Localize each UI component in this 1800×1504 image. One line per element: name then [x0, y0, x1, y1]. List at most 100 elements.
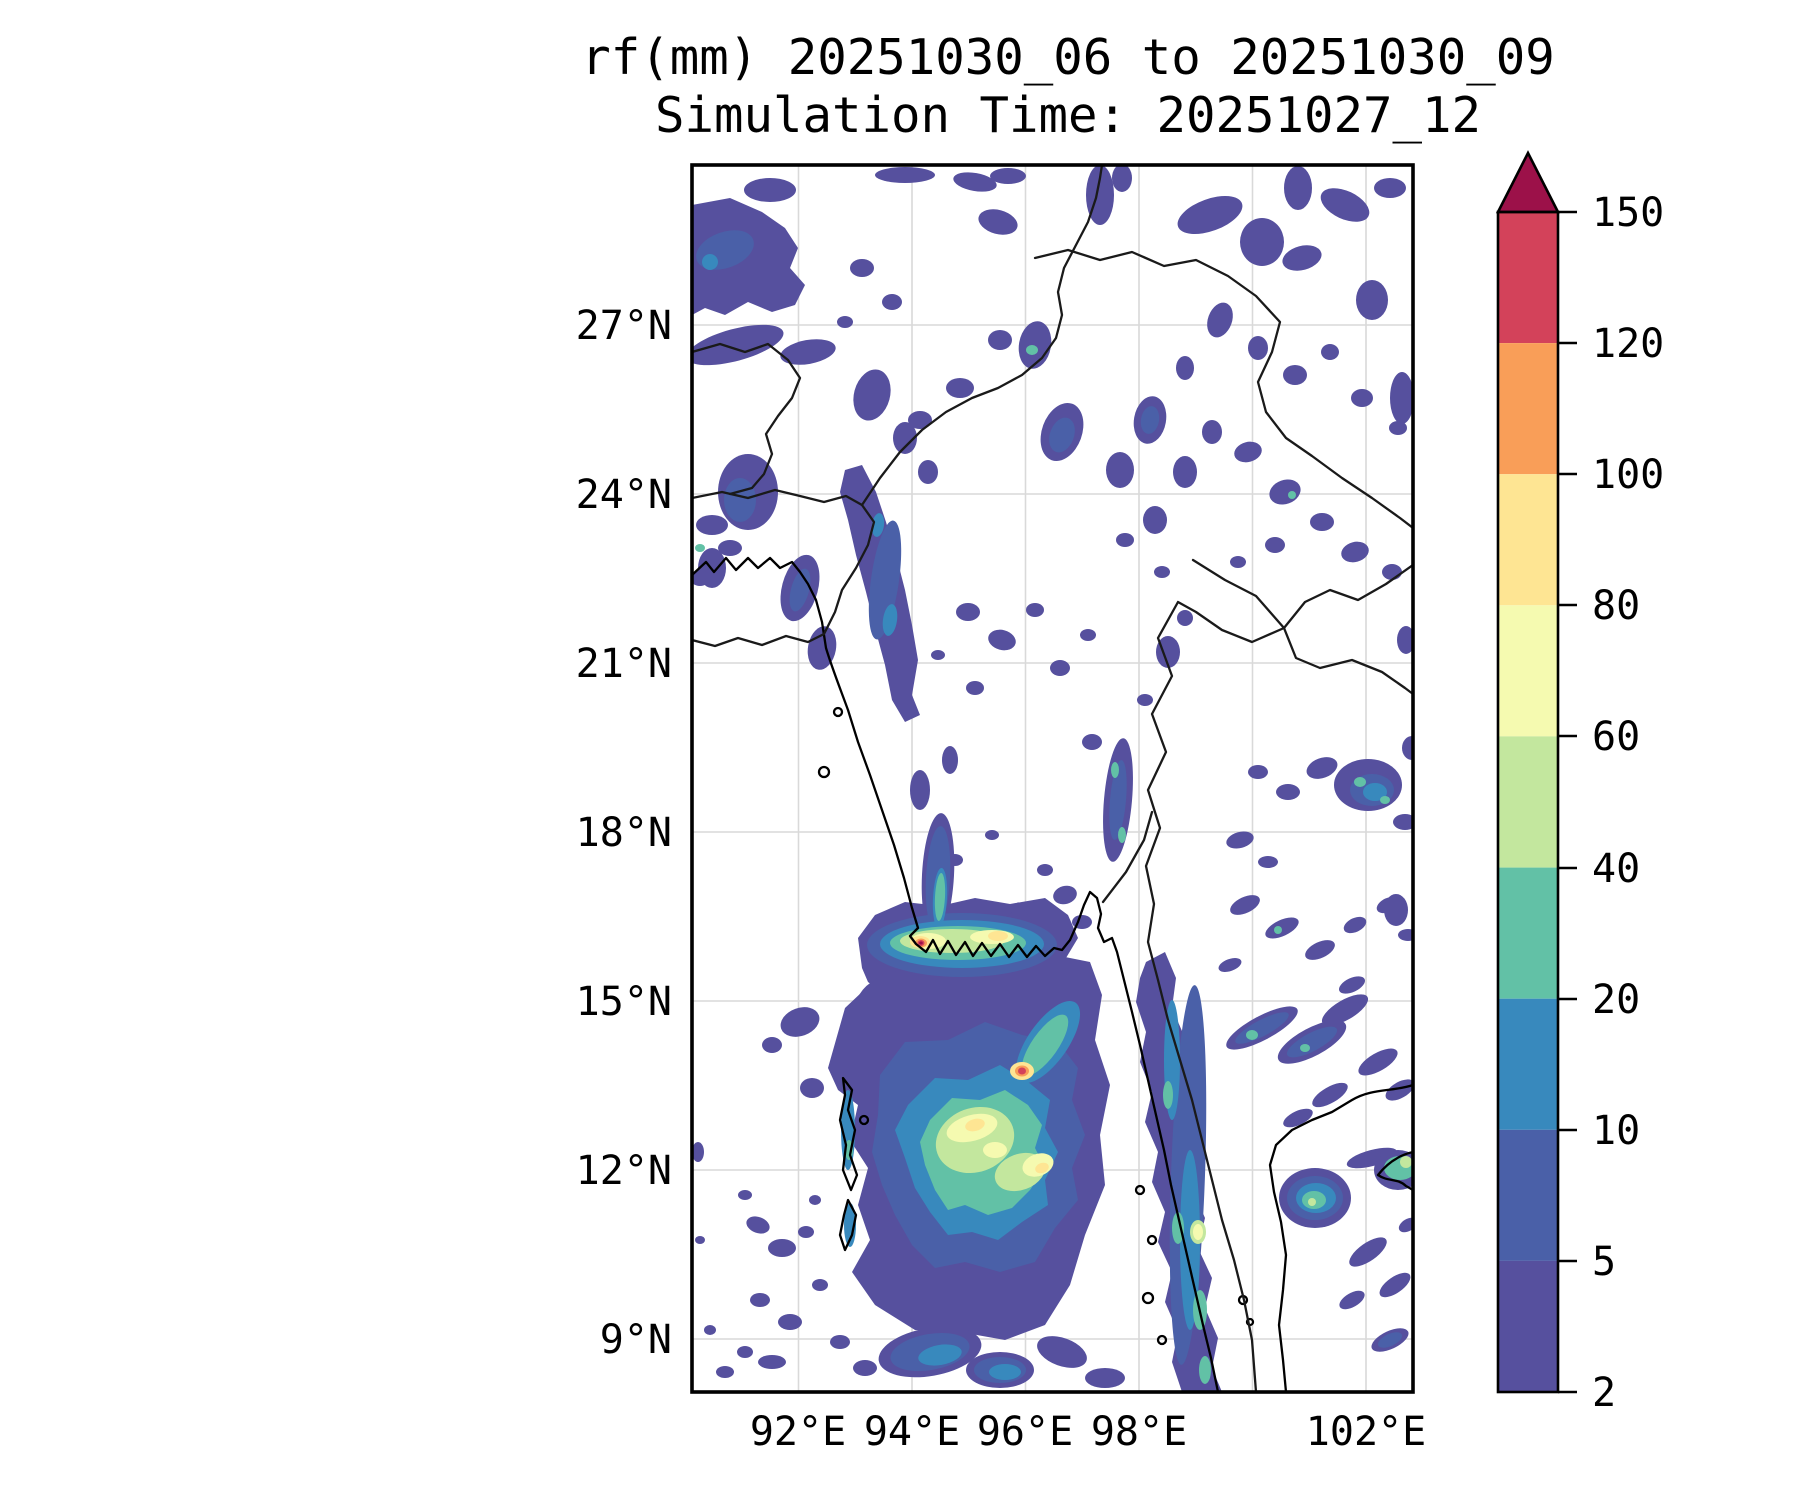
rain-cell	[750, 1293, 770, 1307]
rain-cell	[1283, 365, 1307, 385]
rain-cell	[1246, 1030, 1258, 1040]
coastline-gulf-of-thailand	[1268, 1083, 1413, 1392]
rain-cell	[1349, 1237, 1387, 1267]
rain-cell	[910, 770, 930, 810]
y-tick-label: 27°N	[576, 303, 672, 349]
rain-level-over-150	[919, 941, 923, 945]
x-tick-label: 92°E	[750, 1409, 846, 1455]
border-myanmar-thailand	[1144, 600, 1286, 1392]
rain-cell	[702, 254, 718, 270]
rain-cell	[1207, 302, 1233, 338]
map-frame	[690, 163, 1415, 1394]
border-china-myanmar	[1033, 248, 1413, 530]
rain-cell	[1026, 345, 1038, 355]
x-tick-label: 96°E	[977, 1409, 1073, 1455]
rain-cell	[762, 1037, 782, 1053]
rain-cell	[953, 172, 997, 192]
y-tick-label: 9°N	[600, 1317, 672, 1363]
rain-cell	[1137, 694, 1153, 706]
rain-cell	[985, 830, 999, 840]
rain-cell	[695, 544, 705, 552]
y-axis-tick-labels: 27°N 24°N 21°N 18°N 15°N 12°N 9°N	[576, 303, 672, 1363]
colorbar: 150 120 100 80 60 40 20 10 5 2	[1495, 150, 1664, 1416]
rain-cell	[837, 316, 853, 328]
rain-cell	[704, 1325, 716, 1335]
rain-cell	[965, 1118, 985, 1132]
rain-cell	[947, 854, 963, 866]
rain-cell	[692, 324, 784, 366]
rain-cell	[807, 626, 837, 670]
rain-cell	[1163, 1081, 1173, 1109]
rain-cell	[738, 1190, 752, 1200]
rain-cell	[1172, 1212, 1184, 1244]
andaman-islands	[838, 1076, 859, 1252]
rain-cell	[1248, 336, 1268, 360]
rain-cell	[1343, 916, 1367, 934]
colorbar-tick-label: 2	[1592, 1370, 1616, 1416]
colorbar-segment	[1498, 605, 1558, 737]
rain-cell	[1230, 556, 1246, 568]
rain-cell	[1351, 389, 1373, 407]
rain-cell	[918, 1344, 962, 1366]
rain-cell	[853, 1360, 877, 1376]
rain-cell	[1053, 885, 1077, 905]
rain-cell	[1265, 917, 1299, 939]
rain-cell	[1283, 1108, 1313, 1128]
y-tick-label: 12°N	[576, 1148, 672, 1194]
rain-cell	[1341, 541, 1369, 563]
y-tick-label: 15°N	[576, 979, 672, 1025]
rain-cell	[1274, 926, 1282, 934]
rain-cell	[956, 603, 980, 621]
x-tick-label: 98°E	[1091, 1409, 1187, 1455]
rain-cell	[1400, 1156, 1412, 1168]
y-tick-label: 18°N	[576, 810, 672, 856]
colorbar-tick-label: 60	[1592, 714, 1640, 760]
rain-cell	[724, 478, 756, 522]
rain-cell	[942, 746, 958, 774]
y-tick-label: 21°N	[576, 641, 672, 687]
rain-cell	[692, 198, 805, 315]
colorbar-segment	[1498, 998, 1558, 1130]
border-gulf-junction	[1101, 810, 1154, 904]
rain-cell	[1085, 1368, 1125, 1388]
figure-title-line2: Simulation Time: 20251027_12	[655, 87, 1481, 144]
islet	[832, 706, 844, 718]
rain-cell	[1390, 372, 1413, 424]
figure-title-line1: rf(mm) 20251030_06 to 20251030_09	[581, 29, 1555, 86]
rain-cell	[695, 1236, 705, 1244]
rain-cell	[1356, 280, 1388, 320]
islet	[1146, 1234, 1158, 1246]
rain-cell	[1384, 894, 1408, 926]
rain-cell	[718, 540, 742, 556]
colorbar-tick-label: 100	[1592, 452, 1664, 498]
rain-cell	[1240, 218, 1284, 266]
colorbar-segment	[1498, 736, 1558, 868]
rain-cell	[893, 422, 917, 454]
rain-cell	[966, 681, 984, 695]
rain-cell	[1397, 626, 1413, 654]
colorbar-segment	[1498, 212, 1558, 344]
rain-cell	[1111, 762, 1119, 778]
rain-cell	[1080, 629, 1096, 641]
rain-cell	[918, 460, 938, 484]
border-bangladesh	[692, 488, 876, 648]
rain-cell	[1284, 166, 1312, 210]
rain-cell	[1193, 1224, 1203, 1240]
rain-cell	[1305, 940, 1335, 960]
rain-cell	[1106, 452, 1134, 488]
rain-cell	[882, 294, 902, 310]
colorbar-tick-label: 20	[1592, 977, 1640, 1023]
rain-cell	[780, 339, 836, 365]
colorbar-segment	[1498, 1260, 1558, 1392]
rainfall-contour-field	[692, 165, 1413, 1392]
rain-cell	[988, 330, 1012, 350]
rain-cell	[1385, 1079, 1413, 1101]
rain-cell	[1140, 406, 1160, 434]
colorbar-tick-label: 5	[1592, 1239, 1616, 1285]
rain-cell	[988, 931, 1008, 941]
rain-cell	[931, 650, 945, 660]
rain-cell	[946, 378, 974, 398]
rain-cell	[696, 515, 728, 535]
rain-cell	[1402, 736, 1413, 760]
